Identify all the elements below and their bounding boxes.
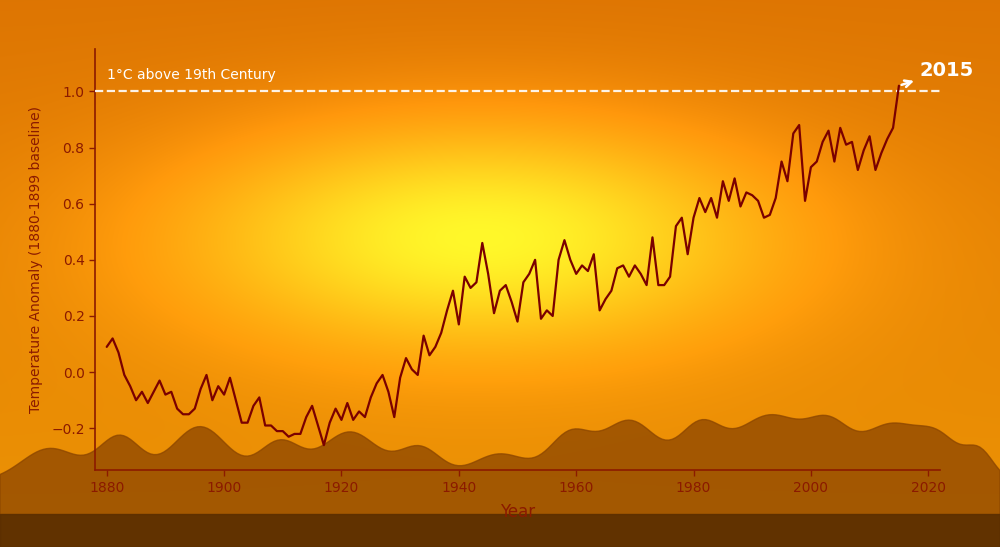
Y-axis label: Temperature Anomaly (1880-1899 baseline): Temperature Anomaly (1880-1899 baseline) xyxy=(29,106,43,414)
Polygon shape xyxy=(0,415,1000,547)
Text: 1°C above 19th Century: 1°C above 19th Century xyxy=(107,67,275,82)
Text: 2015: 2015 xyxy=(902,61,974,87)
X-axis label: Year: Year xyxy=(500,503,535,521)
